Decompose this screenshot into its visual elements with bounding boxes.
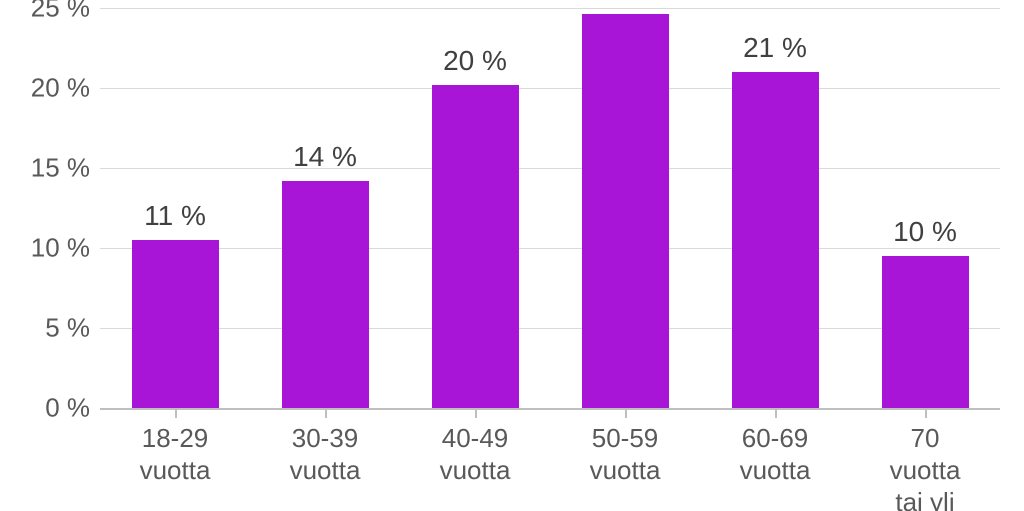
y-tick-label: 0 %	[45, 393, 90, 424]
bar-value-label: 11 %	[144, 200, 206, 232]
x-tick-mark	[925, 408, 927, 418]
x-tick-label: 40-49 vuotta	[440, 422, 511, 486]
y-tick-label: 20 %	[31, 73, 90, 104]
gridline	[100, 248, 1000, 249]
y-tick-label: 15 %	[31, 153, 90, 184]
x-tick-mark	[475, 408, 477, 418]
y-tick-label: 10 %	[31, 233, 90, 264]
bar-chart: 0 % 5 % 10 % 15 % 20 % 25 % 11 % 18-29 vuotta 14…	[0, 0, 1024, 511]
gridline	[100, 88, 1000, 89]
bar	[282, 181, 369, 408]
bar	[582, 14, 669, 408]
x-tick-label: 70 vuotta tai yli	[890, 422, 961, 511]
x-tick-label: 50-59 vuotta	[590, 422, 661, 486]
bar-value-label: 21 %	[743, 32, 807, 64]
y-tick-label: 25 %	[31, 0, 90, 24]
x-tick-label: 18-29 vuotta	[140, 422, 211, 486]
bar-value-label: 25 %	[593, 0, 657, 6]
bar	[732, 72, 819, 408]
x-tick-label: 30-39 vuotta	[290, 422, 361, 486]
bar-value-label: 20 %	[443, 45, 507, 77]
x-tick-mark	[625, 408, 627, 418]
gridline	[100, 168, 1000, 169]
gridline	[100, 328, 1000, 329]
x-tick-mark	[175, 408, 177, 418]
bar	[432, 85, 519, 408]
x-tick-mark	[325, 408, 327, 418]
bar	[132, 240, 219, 408]
y-tick-label: 5 %	[45, 313, 90, 344]
gridline	[100, 8, 1000, 9]
plot-area: 0 %5 %10 %15 %20 %25 %11 %18-29 vuotta14…	[100, 8, 1000, 408]
bar-value-label: 14 %	[293, 141, 357, 173]
x-axis-line	[100, 408, 1000, 410]
x-tick-mark	[775, 408, 777, 418]
bar-value-label: 10 %	[893, 216, 957, 248]
bar	[882, 256, 969, 408]
x-tick-label: 60-69 vuotta	[740, 422, 811, 486]
